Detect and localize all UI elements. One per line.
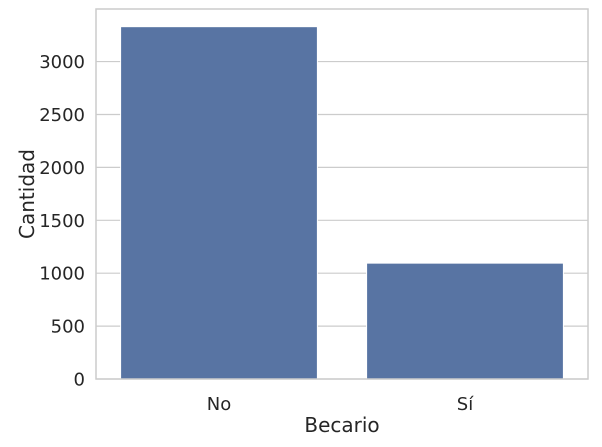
y-tick-label: 2000 <box>39 158 85 179</box>
y-tick-label: 0 <box>74 370 85 391</box>
x-tick-label: Sí <box>457 394 474 415</box>
bars <box>120 26 564 380</box>
y-axis-label: Cantidad <box>15 149 39 239</box>
bar-1 <box>366 262 564 380</box>
bar-0 <box>120 26 318 380</box>
y-tick-label: 1500 <box>39 211 85 232</box>
y-tick-label: 1000 <box>39 264 85 285</box>
x-tick-label: No <box>207 394 231 415</box>
y-tick-label: 500 <box>51 317 85 338</box>
plot-frame <box>95 8 589 380</box>
y-tick-label: 2500 <box>39 105 85 126</box>
y-tick-label: 3000 <box>39 52 85 73</box>
x-tick-labels: No Sí <box>207 394 474 415</box>
y-tick-labels: 0 500 1000 1500 2000 2500 3000 <box>39 52 85 390</box>
x-axis-label: Becario <box>304 413 379 437</box>
